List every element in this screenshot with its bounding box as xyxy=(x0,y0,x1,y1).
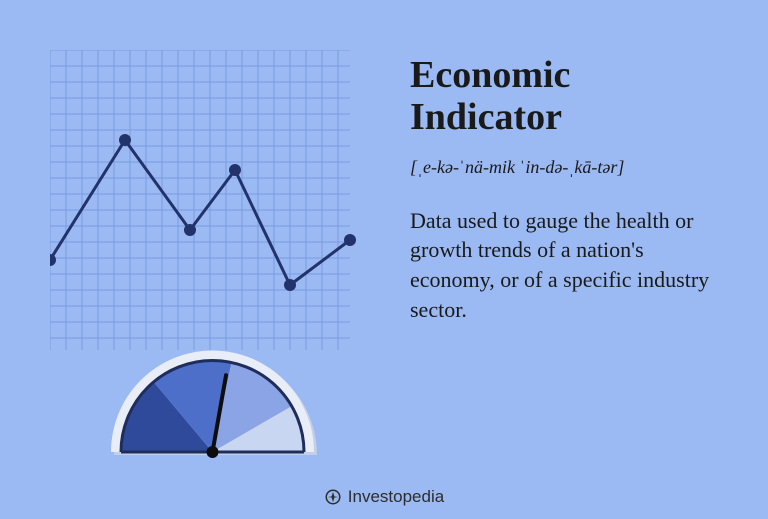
brand-compass-icon xyxy=(324,488,342,506)
gauge-chart xyxy=(105,330,320,460)
heading-line-1: Economic xyxy=(410,54,570,96)
brand-name: Investopedia xyxy=(348,487,444,507)
text-block: Economic Indicator [ˌe-kə-ˈnä-mik ˈin-də… xyxy=(410,55,730,324)
heading-line-2: Indicator xyxy=(410,96,562,138)
definition: Data used to gauge the health or growth … xyxy=(410,206,730,325)
infographic-canvas: Economic Indicator [ˌe-kə-ˈnä-mik ˈin-də… xyxy=(0,0,768,519)
line-chart xyxy=(50,110,360,320)
heading: Economic Indicator xyxy=(410,55,730,139)
brand-footer: Investopedia xyxy=(0,487,768,507)
pronunciation: [ˌe-kə-ˈnä-mik ˈin-də-ˌkā-tər] xyxy=(410,157,730,178)
illustration-area xyxy=(50,50,370,450)
